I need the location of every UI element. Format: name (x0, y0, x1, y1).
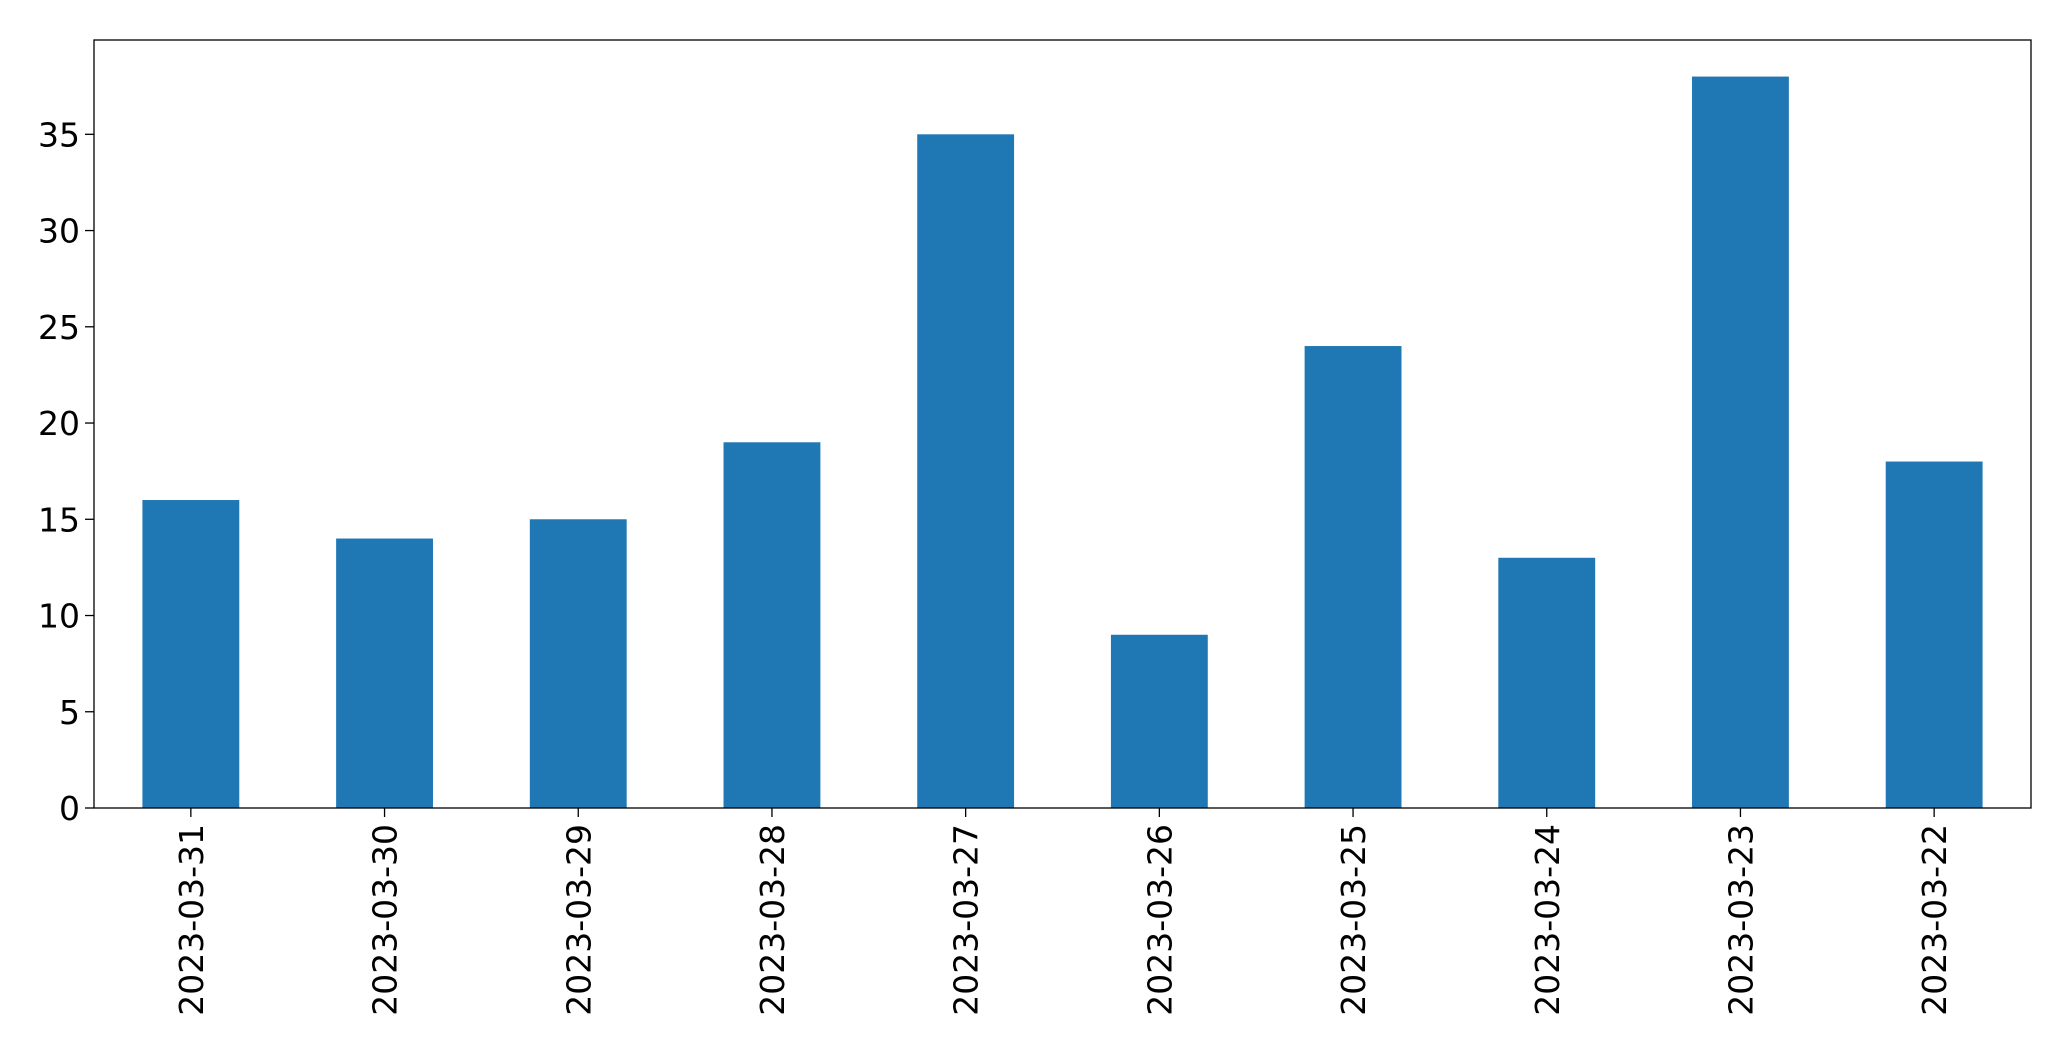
x-tick-label: 2023-03-30 (366, 824, 405, 1016)
bar (723, 442, 821, 808)
y-tick-label: 20 (38, 404, 80, 443)
bar (529, 519, 627, 808)
bar (1498, 557, 1596, 808)
x-tick-label: 2023-03-29 (559, 824, 598, 1016)
y-tick-label: 15 (38, 500, 80, 539)
x-tick-label: 2023-03-26 (1140, 824, 1179, 1016)
bar (336, 538, 433, 808)
bar (1885, 461, 1983, 808)
bar (917, 134, 1015, 808)
bar (142, 500, 240, 808)
x-tick-label: 2023-03-24 (1528, 824, 1567, 1016)
y-tick-label: 0 (59, 789, 80, 828)
y-tick-label: 30 (38, 212, 80, 251)
x-tick-label: 2023-03-22 (1915, 824, 1954, 1016)
plot-frame (93, 39, 2032, 809)
x-tick-label: 2023-03-28 (753, 824, 792, 1016)
x-tick-label: 2023-03-27 (947, 824, 986, 1016)
y-tick-label: 10 (38, 597, 80, 636)
bar (1692, 76, 1789, 809)
y-tick-label: 35 (38, 115, 80, 154)
x-tick-label: 2023-03-23 (1721, 824, 1760, 1016)
y-tick-label: 25 (38, 308, 80, 347)
x-tick-label: 2023-03-25 (1334, 824, 1373, 1016)
bar (1110, 634, 1208, 808)
y-tick-label: 5 (59, 693, 80, 732)
bar (1304, 346, 1402, 808)
x-tick-label: 2023-03-31 (172, 824, 211, 1016)
